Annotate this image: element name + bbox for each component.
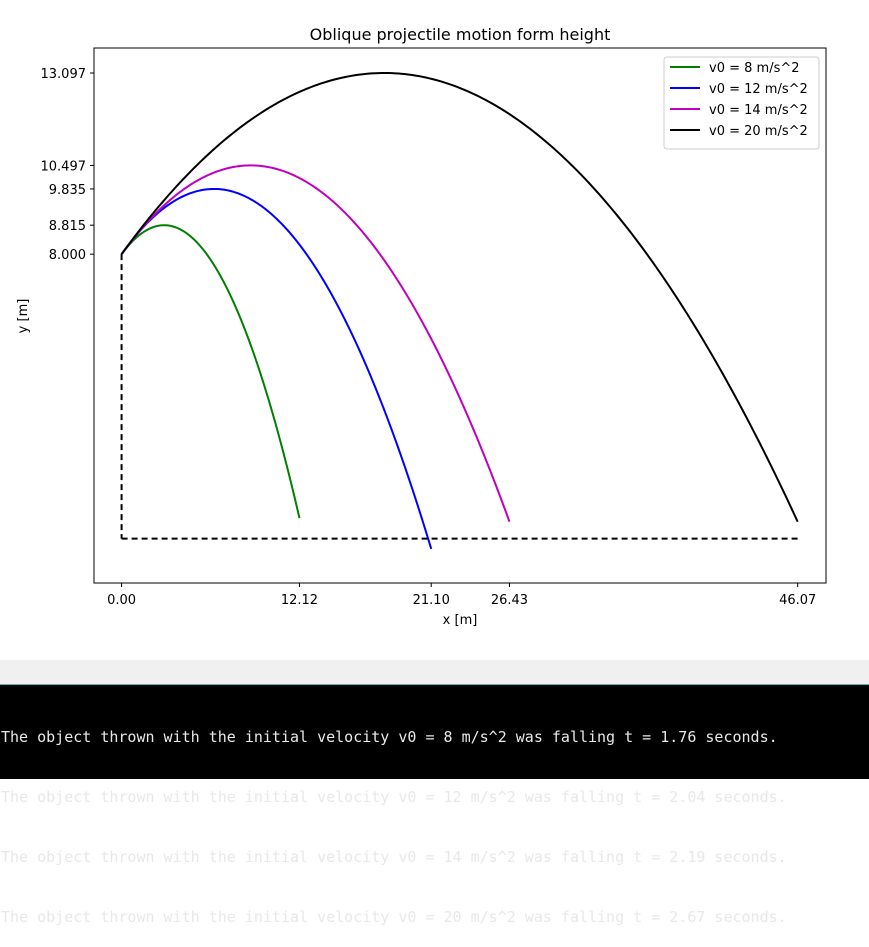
y-tick-label: 10.497 xyxy=(41,159,87,174)
x-axis: 0.00 12.12 21.10 26.43 46.07 xyxy=(107,583,816,608)
console-line: The object thrown with the initial veloc… xyxy=(1,788,787,806)
console-line: The object thrown with the initial veloc… xyxy=(1,848,787,866)
x-tick-label: 26.43 xyxy=(491,593,528,608)
y-axis: 8.000 8.815 9.835 10.497 13.097 xyxy=(41,67,94,263)
y-tick-label: 9.835 xyxy=(49,183,86,198)
figure: Oblique projectile motion form height 0.… xyxy=(16,25,827,628)
y-tick-label: 13.097 xyxy=(41,67,87,82)
legend: v0 = 8 m/s^2 v0 = 12 m/s^2 v0 = 14 m/s^2 v0… xyxy=(663,56,820,150)
console-line: The object thrown with the initial veloc… xyxy=(1,908,787,926)
console-output: The object thrown with the initial veloc… xyxy=(0,685,869,926)
x-tick-label: 12.12 xyxy=(281,593,318,608)
trajectory-line xyxy=(120,187,433,550)
trajectory-line xyxy=(120,224,301,519)
trajectory-line xyxy=(120,71,799,523)
separator-line xyxy=(0,684,869,685)
console-line: The object thrown with the initial veloc… xyxy=(1,728,778,746)
legend-label: v0 = 14 m/s^2 xyxy=(709,103,808,118)
y-tick-label: 8.000 xyxy=(49,248,86,263)
x-tick-label: 46.07 xyxy=(779,593,816,608)
y-axis-label: y [m] xyxy=(16,299,31,334)
trajectory-line xyxy=(120,164,511,523)
x-axis-label: x [m] xyxy=(443,613,478,628)
legend-label: v0 = 12 m/s^2 xyxy=(709,82,808,97)
projectile-chart: Oblique projectile motion form height 0.… xyxy=(16,25,827,628)
chart-title: Oblique projectile motion form height xyxy=(310,25,611,44)
legend-label: v0 = 20 m/s^2 xyxy=(709,124,808,139)
x-tick-label: 0.00 xyxy=(107,593,136,608)
x-tick-label: 21.10 xyxy=(413,593,450,608)
y-tick-label: 8.815 xyxy=(49,219,86,234)
legend-box xyxy=(663,56,820,150)
window-separator xyxy=(0,660,869,684)
plot-frame xyxy=(93,47,827,584)
legend-label: v0 = 8 m/s^2 xyxy=(709,61,800,76)
